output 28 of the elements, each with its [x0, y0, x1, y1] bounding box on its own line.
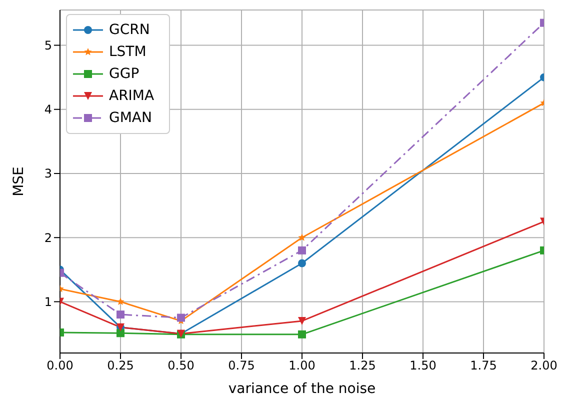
x-tick-label: 1.00	[288, 358, 316, 373]
legend-label: ARIMA	[109, 88, 154, 104]
point	[116, 298, 124, 305]
y-axis-title: MSE	[10, 166, 27, 196]
x-tick-label: 0.50	[168, 358, 194, 373]
x-tick-label: 0.75	[228, 358, 255, 373]
legend-label: LSTM	[109, 44, 146, 60]
x-axis-title: variance of the noise	[228, 381, 376, 397]
y-tick-label: 1	[44, 294, 52, 309]
y-tick-label: 3	[44, 166, 52, 181]
y-tick-label: 2	[44, 230, 52, 245]
x-tick-label: 0.00	[46, 358, 74, 373]
x-tick-label: 1.25	[349, 358, 376, 373]
point	[298, 234, 306, 241]
point	[116, 329, 124, 338]
y-tick-label: 5	[44, 38, 52, 53]
point	[177, 314, 185, 322]
x-tick-label: 1.50	[410, 358, 436, 373]
point	[298, 246, 306, 254]
x-tick-label: 2.00	[530, 358, 558, 373]
legend-label: GCRN	[109, 22, 150, 38]
y-tick-label: 4	[44, 102, 52, 117]
legend-label: GMAN	[109, 110, 152, 126]
x-tick-label: 0.25	[107, 358, 134, 373]
x-tick-label: 1.75	[470, 358, 497, 373]
legend-label: GGP	[109, 66, 140, 82]
point	[298, 330, 306, 338]
point	[116, 310, 124, 319]
